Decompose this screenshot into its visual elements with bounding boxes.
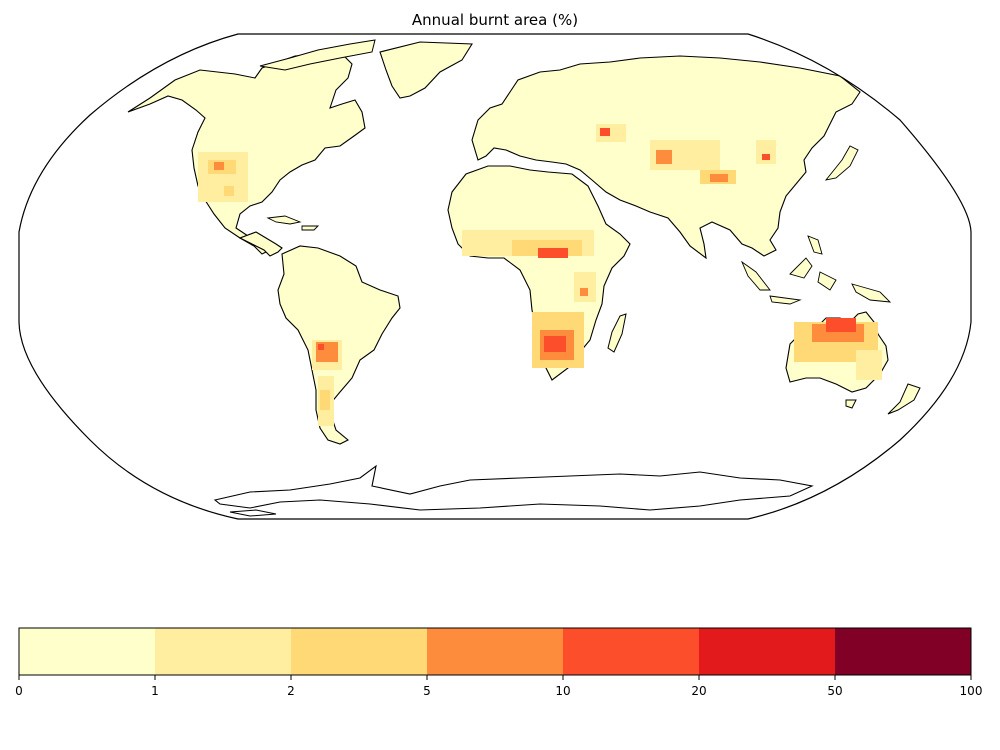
- land-japan: [824, 145, 859, 181]
- hotspot-mongolia-core: [710, 174, 728, 182]
- land-antarctica-peninsula: [229, 509, 277, 517]
- land-caribbean: [266, 215, 320, 231]
- land-antarctica: [213, 464, 814, 511]
- map-title: Annual burnt area (%): [411, 11, 579, 29]
- colorbar-tick-label-7: 100: [960, 684, 983, 698]
- hotspot-kazakhstan-core: [656, 150, 672, 164]
- colorbar-tick-label-0: 0: [15, 684, 23, 698]
- colorbar-tick-label-1: 1: [151, 684, 159, 698]
- land-tasmania: [845, 399, 857, 409]
- colorbar-tick-label-3: 5: [423, 684, 431, 698]
- colorbar-swatch-4: [563, 628, 700, 675]
- colorbar-swatch-2: [291, 628, 428, 675]
- colorbar-tick-label-4: 10: [555, 684, 570, 698]
- world-map: [18, 33, 972, 520]
- colorbar-blocks: [19, 628, 972, 675]
- hotspot-sw-north-america-peak: [214, 162, 224, 170]
- land-arctic-islands: [259, 39, 376, 71]
- land-central-america: [238, 231, 283, 257]
- hotspot-east-africa: [574, 272, 596, 302]
- colorbar-tick-label-5: 20: [691, 684, 706, 698]
- colorbar-ticks: 0 1 2 5 10 20 50 100: [15, 675, 982, 698]
- land-new-zealand: [887, 383, 921, 415]
- hotspot-mexico: [224, 186, 234, 196]
- land-africa: [447, 165, 631, 381]
- hotspot-southern-africa-peak: [544, 336, 566, 352]
- land-madagascar: [607, 313, 627, 353]
- hotspot-east-australia: [856, 350, 882, 380]
- hotspot-north-china: [756, 140, 776, 164]
- colorbar-frame: [18, 627, 972, 676]
- hotspot-gran-chaco-peak: [318, 344, 324, 350]
- colorbar-swatch-5: [699, 628, 836, 675]
- colorbar-swatch-0: [19, 628, 156, 675]
- colorbar-swatch-6: [835, 628, 972, 675]
- hotspot-north-china-spot: [762, 154, 770, 160]
- hotspot-sw-north-america: [198, 152, 248, 202]
- land-greenland: [379, 41, 473, 99]
- colorbar-tick-label-6: 50: [827, 684, 842, 698]
- colorbar-swatch-1: [155, 628, 292, 675]
- hotspot-east-africa-spot: [580, 288, 588, 296]
- hotspot-patagonia-core: [320, 390, 330, 410]
- land-maritime-southeast-asia: [740, 235, 892, 305]
- colorbar-swatch-3: [427, 628, 564, 675]
- colorbar-tick-label-2: 2: [287, 684, 295, 698]
- hotspot-sahel-peak: [538, 248, 568, 258]
- burnt-area-overlay: [198, 124, 882, 426]
- globe-outline: [18, 33, 972, 520]
- colorbar: 0 1 2 5 10 20 50 100: [15, 627, 982, 698]
- hotspot-central-asia-peak: [600, 128, 610, 136]
- hotspot-northern-australia-peak: [826, 318, 856, 332]
